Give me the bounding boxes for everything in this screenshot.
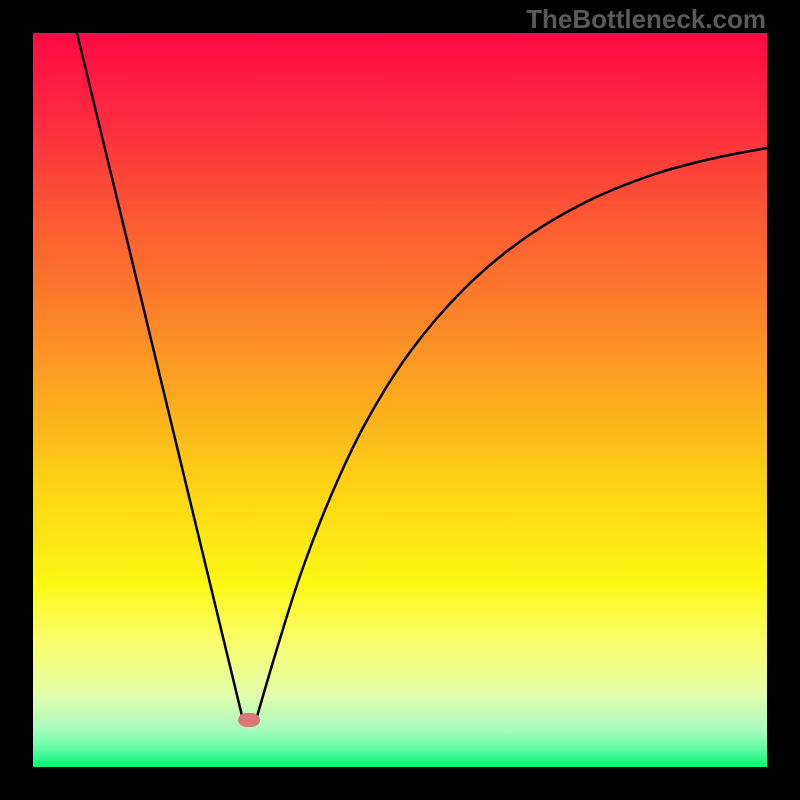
bottleneck-curve [33,33,767,767]
watermark-text: TheBottleneck.com [526,4,766,35]
curve-minimum-marker [238,713,260,727]
curve-left-branch [77,33,243,720]
curve-right-branch [256,148,767,720]
plot-area [33,33,767,767]
